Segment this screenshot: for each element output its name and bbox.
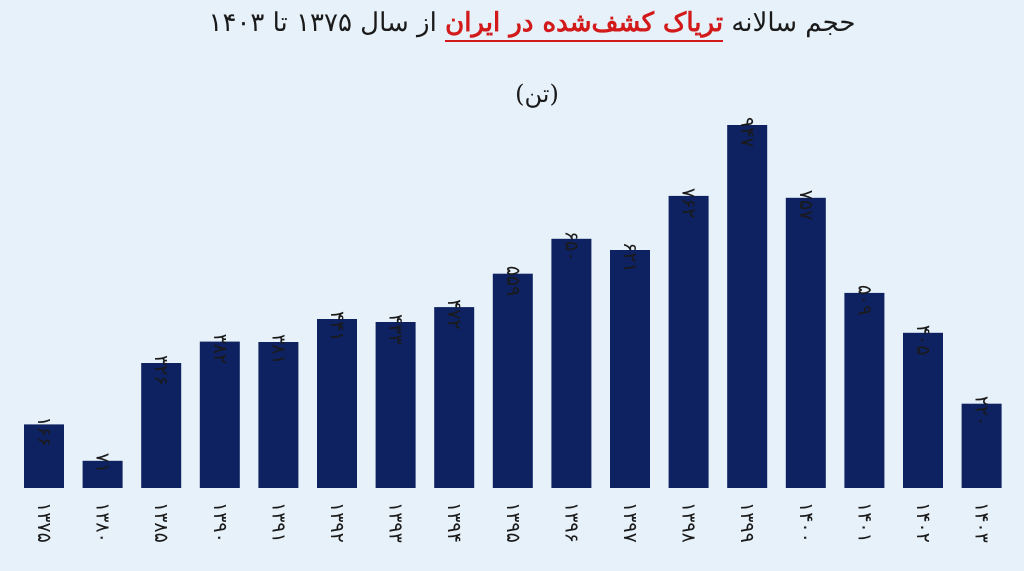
x-tick-label-4: ۱۳۹۱: [267, 502, 289, 543]
value-label-14: ۵۰۹: [853, 285, 875, 316]
value-label-1: ۷۱: [92, 453, 114, 473]
bar-6: [375, 322, 416, 488]
bar-7: [434, 307, 475, 488]
value-label-10: ۶۲۱: [619, 242, 641, 273]
bar-12: [727, 125, 768, 488]
x-tick-label-9: ۱۳۹۶: [560, 502, 582, 543]
bar-3: [199, 341, 240, 488]
bar-10: [610, 250, 650, 488]
value-label-15: ۴۰۵: [912, 325, 934, 356]
x-tick-label-8: ۱۳۹۵: [502, 502, 524, 543]
title-part-1: حجم سالانه: [731, 8, 856, 38]
bar-16: [961, 403, 1002, 488]
x-tick-label-10: ۱۳۹۷: [619, 502, 641, 543]
x-tick-label-1: ۱۳۸۰: [92, 502, 114, 543]
bar-15: [903, 332, 943, 488]
value-label-7: ۴۷۲: [443, 299, 465, 330]
unit-label: (تن): [515, 80, 559, 108]
x-tick-label-0: ۱۳۷۵: [33, 502, 55, 543]
bar-2: [141, 363, 182, 488]
x-tick-label-5: ۱۳۹۲: [326, 502, 348, 543]
value-label-4: ۳۸۱: [267, 334, 289, 365]
value-label-2: ۳۲۶: [150, 355, 172, 386]
value-label-3: ۳۸۲: [209, 334, 231, 365]
x-tick-label-3: ۱۳۹۰: [209, 502, 231, 543]
value-label-5: ۴۴۱: [326, 311, 348, 342]
bar-1: [82, 460, 123, 488]
bar-9: [551, 238, 592, 488]
x-tick-label-16: ۱۴۰۳: [971, 502, 993, 543]
bar-8: [492, 273, 533, 488]
x-tick-label-13: ۱۴۰۰: [795, 502, 817, 543]
value-label-16: ۲۲۰: [971, 396, 993, 427]
x-tick-label-2: ۱۳۸۵: [150, 502, 172, 543]
x-tick-label-11: ۱۳۹۸: [678, 502, 700, 543]
x-tick-label-12: ۱۳۹۹: [736, 502, 758, 543]
chart-title: حجم سالانه تریاک کشف‌شده در ایران از سال…: [0, 8, 1024, 42]
bar-5: [317, 319, 357, 488]
x-tick-label-6: ۱۳۹۳: [385, 502, 407, 543]
x-tick-label-15: ۱۴۰۲: [912, 502, 934, 543]
bar-11: [668, 195, 709, 488]
bar-13: [785, 197, 826, 489]
value-label-9: ۶۵۰: [560, 231, 582, 262]
x-tick-label-7: ۱۳۹۴: [443, 502, 465, 543]
title-part-2: از سال ۱۳۷۵ تا ۱۴۰۳: [208, 8, 437, 38]
bar-14: [844, 292, 885, 488]
x-tick-label-14: ۱۴۰۱: [853, 502, 875, 543]
title-highlight: تریاک کشف‌شده در ایران: [445, 8, 724, 42]
value-label-12: ۹۴۷: [736, 117, 758, 148]
value-label-11: ۷۶۲: [678, 188, 700, 219]
value-label-6: ۴۳۳: [385, 314, 407, 345]
value-label-13: ۷۵۷: [795, 190, 817, 221]
value-label-0: ۱۶۶: [33, 416, 55, 447]
bar-4: [258, 342, 299, 488]
bar-0: [24, 424, 64, 488]
value-label-8: ۵۵۹: [502, 266, 524, 297]
